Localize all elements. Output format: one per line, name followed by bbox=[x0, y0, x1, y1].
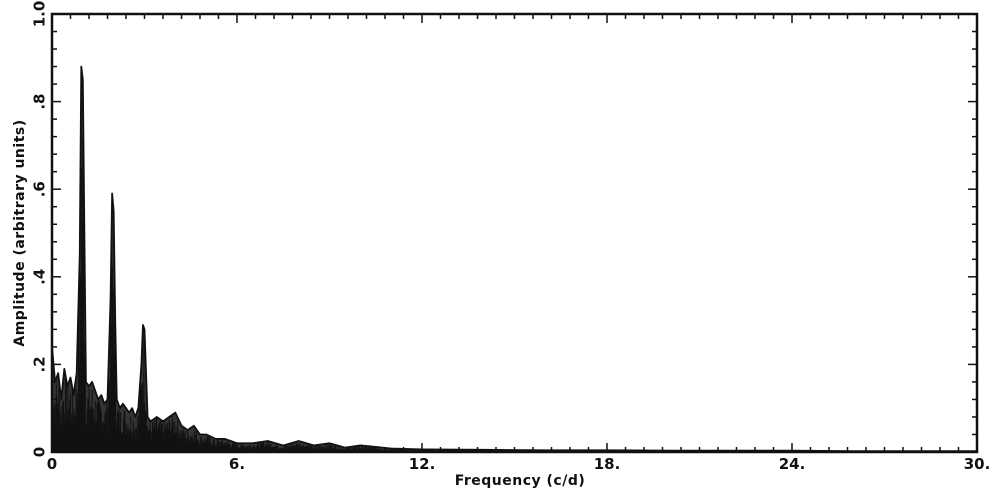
spectrum-noise bbox=[51, 138, 978, 452]
axis-ticks bbox=[51, 13, 978, 453]
y-tick-label: 0 bbox=[31, 447, 49, 457]
x-tick-label: 12. bbox=[409, 455, 436, 473]
axis-tick-labels: 0 6. 12. 18. 24. 30. 0 .2 .4 .6 .8 1.0 bbox=[31, 1, 991, 473]
y-tick-label: .2 bbox=[31, 356, 49, 372]
spectrum-envelope-fill bbox=[52, 66, 977, 452]
x-tick-label: 24. bbox=[779, 455, 806, 473]
y-axis-title: Amplitude (arbitrary units) bbox=[12, 119, 28, 346]
y-tick-label: .4 bbox=[31, 269, 49, 285]
x-tick-label: 18. bbox=[594, 455, 621, 473]
x-tick-label: 30. bbox=[964, 455, 991, 473]
y-tick-label: .6 bbox=[31, 181, 49, 197]
spectrum-trace bbox=[51, 65, 978, 453]
spectrum-line bbox=[51, 65, 977, 453]
x-tick-label: 0 bbox=[47, 455, 57, 473]
plot-frame bbox=[50, 12, 979, 454]
x-tick-label: 6. bbox=[229, 455, 245, 473]
y-tick-label: 1.0 bbox=[31, 1, 49, 28]
x-axis-title: Frequency (c/d) bbox=[455, 473, 586, 488]
y-tick-label: .8 bbox=[31, 94, 49, 110]
